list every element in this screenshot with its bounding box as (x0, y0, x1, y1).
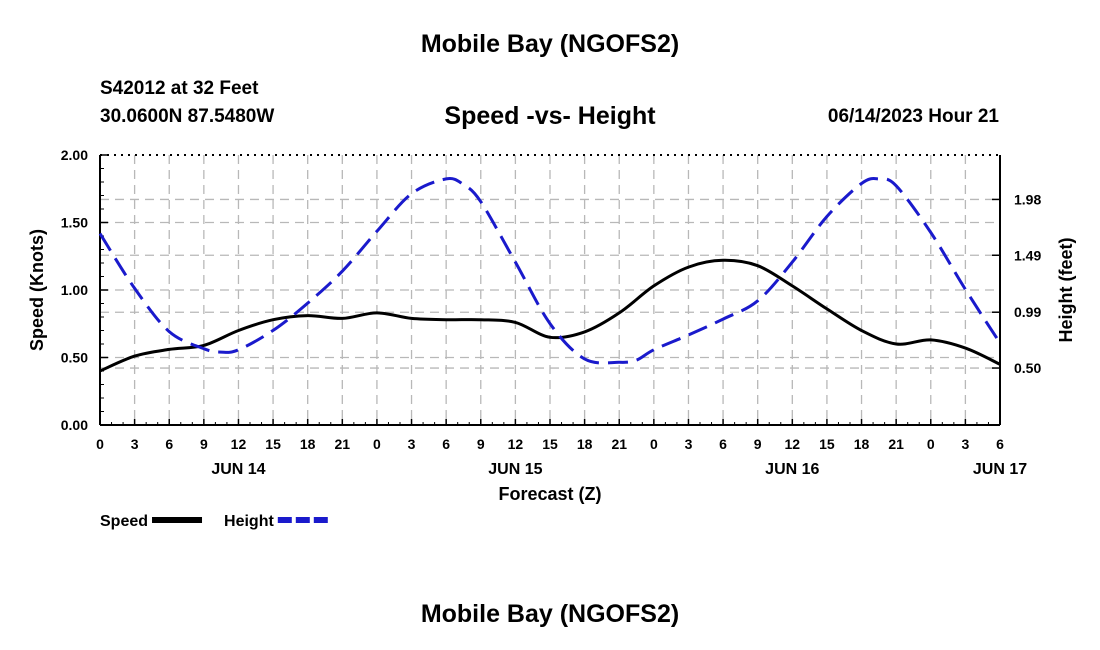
day-label: JUN 15 (488, 461, 542, 478)
y-tick-label: 0.00 (61, 417, 88, 433)
y-axis-label: Speed (Knots) (27, 229, 47, 351)
x-axis-label: Forecast (Z) (498, 484, 601, 504)
y2-tick-label: 0.50 (1014, 360, 1041, 376)
x-tick-label: 3 (685, 436, 693, 452)
x-tick-label: 0 (927, 436, 935, 452)
chart-main-title: Mobile Bay (NGOFS2) (420, 30, 680, 58)
x-tick-label: 12 (508, 436, 524, 452)
x-tick-label: 9 (754, 436, 762, 452)
y2-tick-label: 1.98 (1014, 191, 1041, 207)
footer-title: Mobile Bay (NGOFS2) (420, 600, 680, 628)
x-tick-label: 15 (819, 436, 835, 452)
series-line-speed (99, 258, 1001, 373)
x-tick-label: 6 (165, 436, 173, 452)
legend-label: Speed (100, 513, 148, 530)
x-tick-label: 15 (265, 436, 281, 452)
y2-tick-label: 1.49 (1014, 247, 1041, 263)
chart-title: Speed -vs- Height (444, 102, 656, 130)
x-tick-label: 3 (131, 436, 139, 452)
x-tick-label: 18 (577, 436, 593, 452)
datetime-label: 06/14/2023 Hour 21 (827, 106, 999, 127)
y-tick-label: 0.50 (61, 350, 88, 366)
y2-tick-label: 0.99 (1014, 304, 1041, 320)
y-tick-label: 2.00 (61, 147, 88, 163)
x-tick-label: 3 (961, 436, 969, 452)
x-tick-label: 0 (373, 436, 381, 452)
x-tick-label: 9 (200, 436, 208, 452)
day-label: JUN 16 (765, 461, 819, 478)
y-tick-label: 1.50 (61, 215, 88, 231)
x-tick-label: 6 (996, 436, 1004, 452)
x-tick-label: 12 (231, 436, 247, 452)
x-tick-label: 3 (408, 436, 416, 452)
x-tick-label: 9 (477, 436, 485, 452)
day-label: JUN 14 (211, 461, 265, 478)
station-label: S42012 at 32 Feet (100, 78, 259, 99)
x-tick-label: 15 (542, 436, 558, 452)
x-tick-label: 0 (650, 436, 658, 452)
x-tick-label: 6 (442, 436, 450, 452)
series-line-height (98, 177, 1002, 365)
x-tick-label: 21 (335, 436, 351, 452)
x-tick-label: 0 (96, 436, 104, 452)
x-tick-label: 21 (888, 436, 904, 452)
x-tick-label: 21 (611, 436, 627, 452)
coordinates-label: 30.0600N 87.5480W (100, 106, 275, 127)
x-tick-label: 6 (719, 436, 727, 452)
day-label: JUN 17 (973, 461, 1027, 478)
x-tick-label: 18 (300, 436, 316, 452)
x-tick-label: 12 (785, 436, 801, 452)
legend-label: Height (224, 513, 274, 530)
x-tick-label: 18 (854, 436, 870, 452)
y-tick-label: 1.00 (61, 282, 88, 298)
y2-axis-label: Height (feet) (1056, 238, 1076, 343)
